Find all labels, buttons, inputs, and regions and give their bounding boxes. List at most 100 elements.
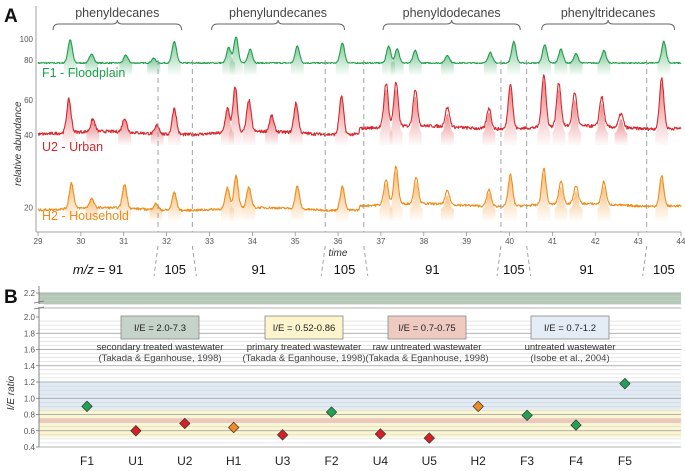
peak-area xyxy=(538,44,552,75)
trace-f1 xyxy=(37,36,682,75)
peak-area xyxy=(335,185,349,221)
group-bracket xyxy=(211,19,345,31)
y-axis-break-mark xyxy=(33,300,45,304)
peak-area xyxy=(290,186,304,221)
y-axis-title: I/E ratio xyxy=(6,375,17,410)
peak-area xyxy=(552,89,566,145)
segment-divider xyxy=(320,245,326,277)
category-label: U1 xyxy=(128,454,144,468)
peak-area xyxy=(65,183,78,221)
data-point-h1 xyxy=(228,421,240,434)
group-bracket xyxy=(541,19,676,31)
data-points xyxy=(81,377,631,444)
group-label: phenyltridecanes xyxy=(561,6,656,20)
gridlines xyxy=(39,292,681,448)
trace-line xyxy=(37,165,682,212)
peak-area xyxy=(242,101,256,145)
peak-area xyxy=(167,106,181,145)
y-tick-label: 0.6 xyxy=(24,427,36,436)
peak-area xyxy=(85,200,98,221)
y-axis-title: relative abundance xyxy=(13,101,24,186)
peak-area xyxy=(85,53,98,75)
category-label: H1 xyxy=(226,454,242,468)
panel-a: A phenyldecanes phenylundecanes phenyldode… xyxy=(4,6,685,277)
peak-area xyxy=(118,185,131,221)
mz-label: 91 xyxy=(252,262,266,277)
peak-area xyxy=(504,87,517,145)
panel-a-label: A xyxy=(4,6,18,27)
category-label: U3 xyxy=(275,454,291,468)
reference-range-label: I/E = 0.7-1.2 xyxy=(544,323,596,334)
reference-citation: (Takada & Eganhouse, 1998) xyxy=(98,353,221,364)
category-label: U4 xyxy=(373,454,389,468)
data-point-f1 xyxy=(81,400,93,413)
peak-area xyxy=(569,53,583,75)
segment-divider xyxy=(363,245,369,277)
peak-area xyxy=(507,41,521,75)
peak-area xyxy=(595,103,609,145)
peak-area xyxy=(63,39,77,75)
peak-area xyxy=(86,120,100,145)
peak-area xyxy=(389,171,403,221)
x-tick-label: 37 xyxy=(376,237,385,246)
group-bracket xyxy=(52,19,183,31)
peak-area xyxy=(229,176,243,221)
chromatogram-traces xyxy=(37,36,682,221)
y-tick-label: 1.4 xyxy=(24,362,36,371)
peak-area xyxy=(390,49,404,75)
panel-b: B 0.4 0.6 0.8 1.0 1.2 1.4 1.6 1.8 2.0 2.2 I/E rat… xyxy=(4,286,681,468)
peak-area xyxy=(167,41,181,75)
segment-divider xyxy=(642,245,648,277)
reference-box xyxy=(530,315,610,340)
peak-area xyxy=(289,103,303,145)
reference-box xyxy=(120,315,200,340)
data-point-u5 xyxy=(423,432,435,444)
trace-line xyxy=(37,74,682,137)
category-label: F2 xyxy=(324,454,338,468)
data-point-u4 xyxy=(374,428,387,440)
peak-area xyxy=(389,89,403,145)
reference-citation: (Isobe et al., 2004) xyxy=(530,353,609,364)
x-tick-label: 44 xyxy=(677,237,685,246)
peak-area xyxy=(597,186,611,221)
peak-area xyxy=(290,46,304,75)
x-tick-label: 32 xyxy=(162,237,171,246)
peak-area xyxy=(655,82,669,145)
peak-area xyxy=(655,179,669,221)
reference-citation: (Takada & Eganhouse, 1998) xyxy=(365,353,488,364)
reference-description: untreated wastewater xyxy=(525,342,616,353)
y-tick-label: 0.4 xyxy=(24,443,36,452)
peak-area xyxy=(118,119,131,145)
category-label: F4 xyxy=(569,454,583,468)
y-tick-label: 1.0 xyxy=(24,394,36,403)
x-tick-label: 40 xyxy=(505,237,514,246)
peak-area xyxy=(614,119,628,145)
peak-area xyxy=(482,112,496,145)
trace-label-h2: H2 - Household xyxy=(42,209,129,223)
data-point-u3 xyxy=(276,429,289,441)
x-tick-label: 38 xyxy=(419,237,428,246)
reference-description: raw untreated wastewater xyxy=(373,342,482,353)
data-point-f2 xyxy=(325,406,338,418)
segment-divider xyxy=(191,245,197,277)
reference-description: primary treated wastewater xyxy=(247,342,362,353)
x-ticks: 29 30 31 32 33 34 35 36 37 38 39 40 41 42 43 44 xyxy=(34,232,685,246)
reference-band xyxy=(39,418,681,423)
peak-area xyxy=(229,36,243,75)
y-tick-labels: 0.4 0.6 0.8 1.0 1.2 1.4 1.6 1.8 2.0 2.2 xyxy=(24,289,39,452)
x-tick-label: 39 xyxy=(462,237,471,246)
y-tick-labels: 100 80 60 40 20 xyxy=(20,35,34,213)
x-tick-label: 31 xyxy=(119,237,128,246)
group-label: phenylundecanes xyxy=(229,6,327,20)
y-tick-label: 80 xyxy=(24,56,33,65)
mz-label: 91 xyxy=(425,262,439,277)
peak-area xyxy=(483,52,497,75)
peak-area xyxy=(554,186,568,221)
peak-area xyxy=(150,124,164,145)
y-axis-break xyxy=(34,304,44,307)
reference-description: secondary treated wastewater xyxy=(97,342,224,353)
mz-label: 105 xyxy=(164,262,186,277)
mz-segment-dividers xyxy=(153,60,648,277)
peak-area xyxy=(265,117,279,145)
